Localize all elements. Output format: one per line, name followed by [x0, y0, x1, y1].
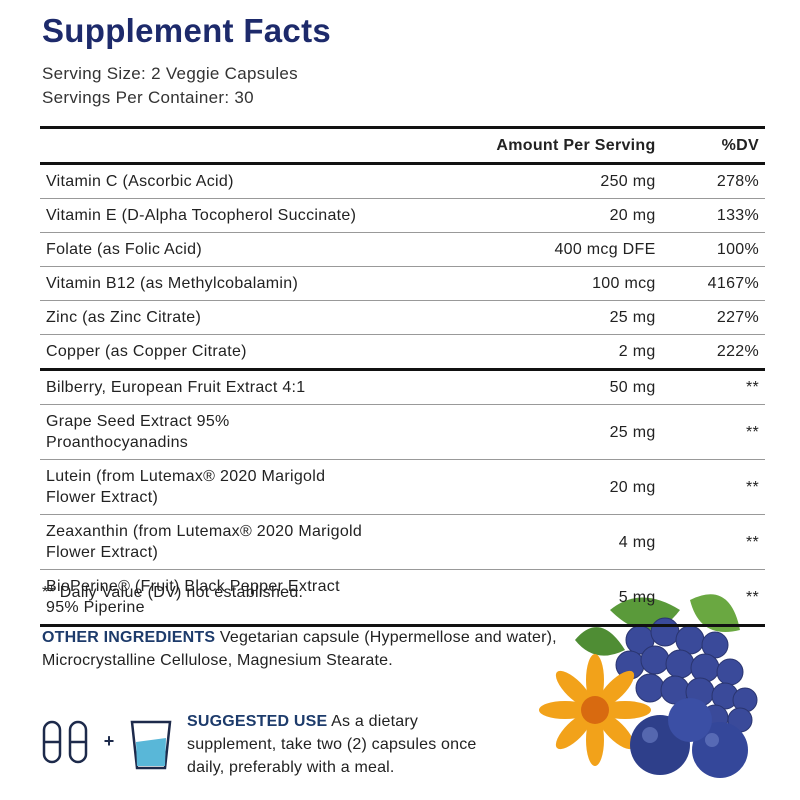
daily-value: 133%	[661, 198, 765, 233]
row: Folate (as Folic Acid) 400 mcg DFE 100%	[40, 232, 765, 267]
row: Zinc (as Zinc Citrate) 25 mg 227%	[40, 300, 765, 335]
label: SUGGESTED USE	[187, 713, 328, 730]
servings-per-container: Servings Per Container: 30	[42, 88, 254, 107]
daily-value: 227%	[661, 300, 765, 335]
ingredient: Grape Seed Extract 95% Proanthocyanadins	[40, 404, 382, 460]
amount: 50 mg	[382, 369, 662, 405]
blank	[40, 127, 382, 165]
row: Vitamin E (D-Alpha Tocopherol Succinate)…	[40, 198, 765, 233]
amount: 25 mg	[382, 404, 662, 460]
ingredient: Bilberry, European Fruit Extract 4:1	[40, 369, 382, 405]
serving-size: Serving Size: 2 Veggie Capsules	[42, 64, 298, 83]
daily-value: **	[661, 369, 765, 405]
header-row: Amount Per Serving %DV	[40, 127, 765, 165]
daily-value: 4167%	[661, 266, 765, 301]
capsule-icons	[42, 720, 172, 770]
row: Grape Seed Extract 95% Proanthocyanadins…	[40, 404, 765, 460]
row: Zeaxanthin (from Lutemax® 2020 Marigold …	[40, 514, 765, 570]
amount: 20 mg	[382, 198, 662, 233]
daily-value: 222%	[661, 334, 765, 371]
row: BioPerine® (Fruit) Black Pepper Extract …	[40, 569, 765, 626]
daily-value: 100%	[661, 232, 765, 267]
row: Lutein (from Lutemax® 2020 Marigold Flow…	[40, 459, 765, 515]
plus-icon: +	[104, 731, 115, 751]
ingredient: Vitamin C (Ascorbic Acid)	[40, 163, 382, 199]
daily-value: **	[661, 404, 765, 460]
amount: 2 mg	[382, 334, 662, 371]
amount: 4 mg	[382, 514, 662, 570]
ingredient: Vitamin E (D-Alpha Tocopherol Succinate)	[40, 198, 382, 233]
water	[136, 738, 166, 766]
facts-table: Amount Per Serving %DV Vitamin C (Ascorbi…	[40, 126, 765, 627]
ingredient: Lutein (from Lutemax® 2020 Marigold Flow…	[40, 459, 382, 515]
ingredient: Vitamin B12 (as Methylcobalamin)	[40, 266, 382, 301]
other-ingredients: OTHER INGREDIENTS Vegetarian capsule (Hy…	[42, 626, 572, 672]
ingredient: Copper (as Copper Citrate)	[40, 334, 382, 371]
daily-value: 278%	[661, 163, 765, 199]
text: As a dietary supplement, take two (2) ca…	[187, 713, 477, 776]
row: Bilberry, European Fruit Extract 4:1 50 m…	[40, 369, 765, 405]
amount: 400 mcg DFE	[382, 232, 662, 267]
daily-value: **	[661, 569, 765, 626]
footnote: ** Daily Value (DV) not established.	[42, 584, 304, 601]
row: Copper (as Copper Citrate) 2 mg 222%	[40, 334, 765, 371]
amount: 5 mg	[382, 569, 662, 626]
row: Vitamin C (Ascorbic Acid) 250 mg 278%	[40, 163, 765, 199]
amount: 250 mg	[382, 163, 662, 199]
column-header: %DV	[661, 127, 765, 165]
ingredient: Folate (as Folic Acid)	[40, 232, 382, 267]
daily-value: **	[661, 514, 765, 570]
row: Vitamin B12 (as Methylcobalamin) 100 mcg 4…	[40, 266, 765, 301]
label: OTHER INGREDIENTS	[42, 629, 216, 646]
ingredient: BioPerine® (Fruit) Black Pepper Extract …	[40, 569, 382, 626]
daily-value: **	[661, 459, 765, 515]
text: Vegetarian capsule (Hypermellose and wat…	[42, 629, 557, 669]
column-header: Amount Per Serving	[382, 127, 662, 165]
amount: 100 mcg	[382, 266, 662, 301]
suggested-use: SUGGESTED USE As a dietary supplement, t…	[187, 710, 507, 779]
ingredient: Zeaxanthin (from Lutemax® 2020 Marigold …	[40, 514, 382, 570]
ingredient: Zinc (as Zinc Citrate)	[40, 300, 382, 335]
amount: 20 mg	[382, 459, 662, 515]
amount: 25 mg	[382, 300, 662, 335]
title: Supplement Facts	[42, 12, 332, 49]
